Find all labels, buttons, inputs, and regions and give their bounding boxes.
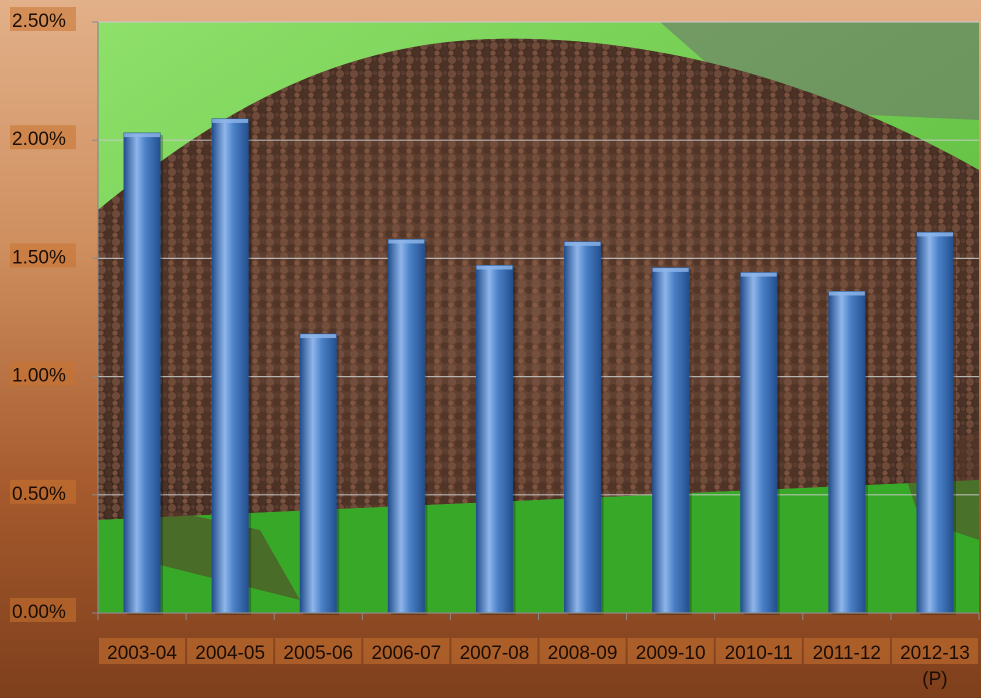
bar-top-highlight — [212, 118, 249, 123]
x-tick-label: 2007-08 — [460, 643, 530, 664]
x-tick-label-band — [275, 638, 362, 664]
y-tick-label: 2.50% — [12, 11, 66, 32]
y-tick-label: 0.00% — [12, 602, 66, 623]
x-tick-label: 2005-06 — [283, 643, 353, 664]
x-tick-label: 2004-05 — [195, 643, 265, 664]
bars — [123, 118, 956, 616]
y-tick-label-band — [10, 598, 76, 622]
x-tick-label-band — [627, 638, 714, 664]
x-tick-label-band — [715, 638, 802, 664]
x-tick-label-band — [539, 638, 626, 664]
x-axis-labels: 2003-04 2004-05 2005-06 2006-07 2007-08 2008-… — [99, 638, 978, 690]
bar-top-highlight — [476, 265, 513, 270]
x-tick-label: 2011-12 — [813, 643, 881, 664]
y-axis-ticks: 0.00% 0.50% 1.00% 1.50% 2.00% 2.50% — [10, 7, 98, 623]
bar — [564, 241, 602, 614]
y-tick-label: 2.00% — [12, 129, 66, 150]
y-tick-label: 0.50% — [12, 484, 66, 505]
x-tick-label-band — [363, 638, 450, 664]
bar — [387, 238, 425, 614]
bar — [916, 231, 954, 614]
bar-top-highlight — [124, 133, 161, 138]
y-tick-label-band — [10, 479, 76, 504]
bar-top-highlight — [388, 239, 425, 244]
bar — [475, 264, 513, 614]
y-tick-label: 1.50% — [12, 247, 66, 268]
x-tick-label-band — [891, 638, 978, 664]
y-tick-label-band — [10, 7, 76, 31]
x-tick-label-band — [803, 638, 890, 664]
bar — [211, 118, 249, 614]
bar-top-highlight — [652, 267, 689, 272]
bar-top-highlight — [916, 232, 953, 237]
bar-top-highlight — [828, 291, 865, 296]
bar-top-highlight — [564, 241, 601, 246]
x-tick-label-band — [99, 638, 186, 664]
x-tick-label: 2012-13 (P) — [900, 643, 970, 690]
bar — [299, 333, 337, 614]
x-tick-label: 2006-07 — [371, 643, 441, 664]
bar — [123, 132, 161, 614]
bar — [652, 267, 690, 614]
bar-top-highlight — [300, 334, 337, 339]
x-tick-label: 2003-04 — [107, 643, 177, 664]
y-tick-label-band — [10, 361, 76, 386]
y-tick-label: 1.00% — [12, 366, 66, 387]
x-tick-label: 2010-11 — [725, 643, 793, 664]
bar-top-highlight — [740, 272, 777, 277]
bar — [828, 290, 866, 614]
y-tick-label-band — [10, 125, 76, 150]
x-tick-label-band — [451, 638, 538, 664]
bar — [740, 272, 778, 614]
x-tick-label: 2008-09 — [548, 643, 618, 664]
axes — [97, 22, 980, 620]
x-tick-label-band — [187, 638, 274, 664]
y-tick-label-band — [10, 243, 76, 268]
x-tick-label: 2009-10 — [636, 643, 706, 664]
